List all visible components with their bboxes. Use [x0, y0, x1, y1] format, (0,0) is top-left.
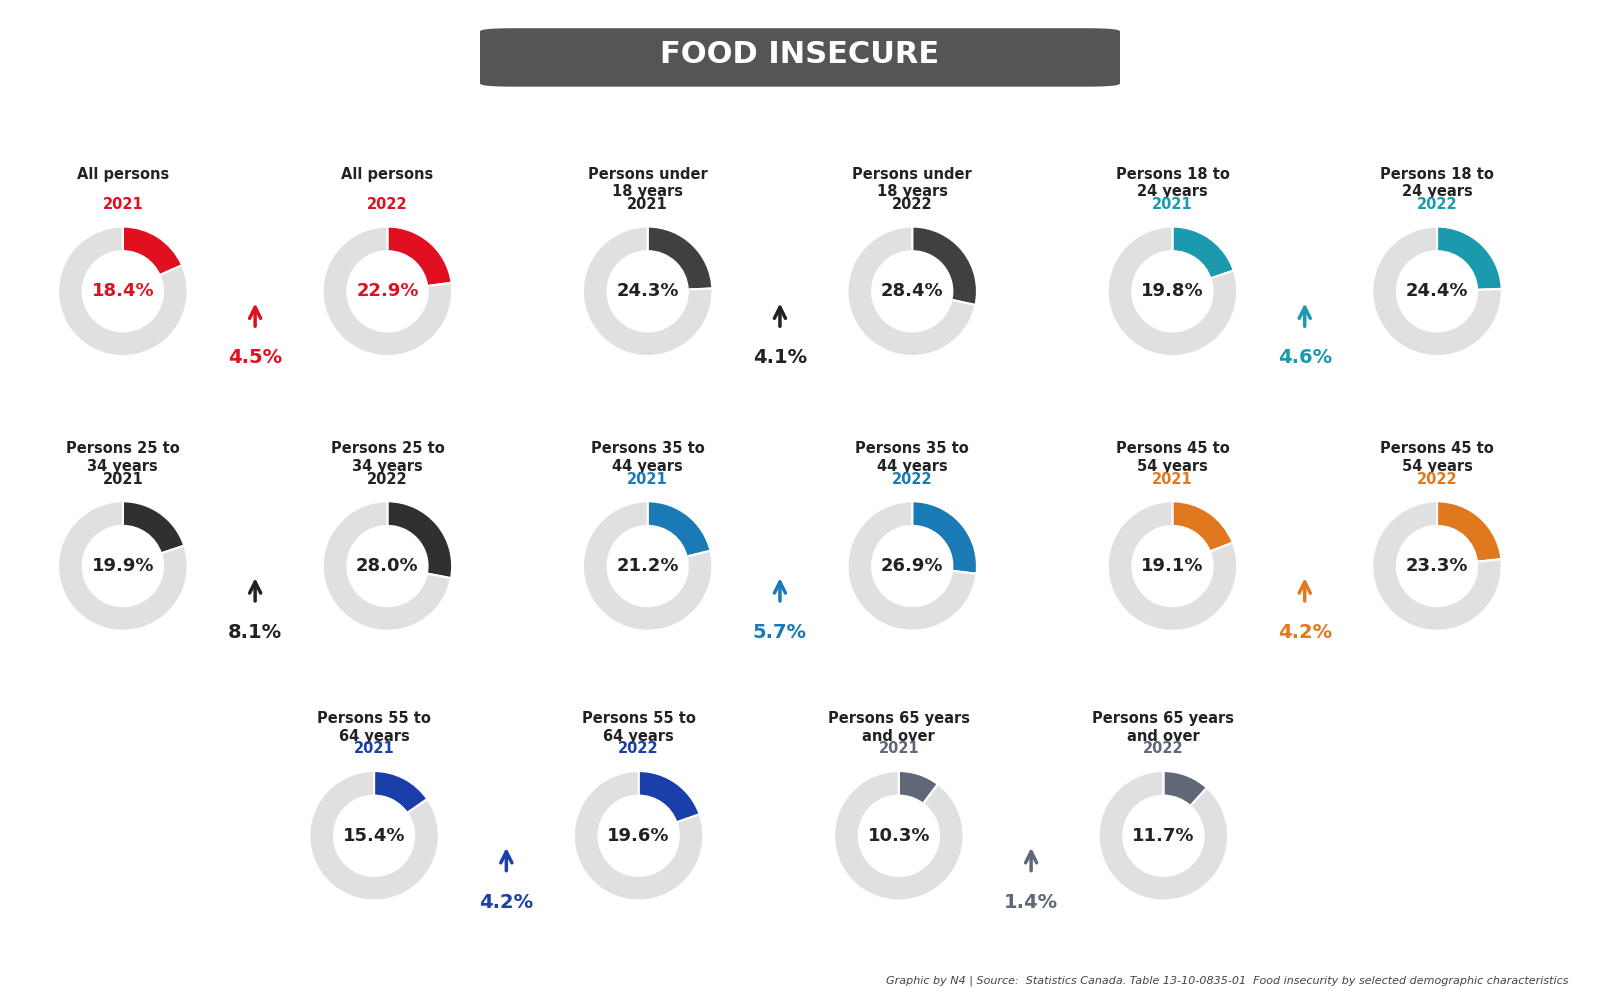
Text: 24.4%: 24.4%: [1406, 283, 1469, 301]
Text: 2021: 2021: [102, 197, 144, 212]
Text: Persons 45 to
54 years: Persons 45 to 54 years: [1115, 442, 1229, 474]
Text: Persons 55 to
64 years: Persons 55 to 64 years: [582, 711, 696, 743]
FancyBboxPatch shape: [480, 28, 1120, 87]
Text: 2022: 2022: [366, 197, 408, 212]
Text: 2022: 2022: [1416, 197, 1458, 212]
Text: All persons: All persons: [341, 167, 434, 182]
Wedge shape: [387, 501, 453, 578]
Text: 19.6%: 19.6%: [608, 827, 670, 845]
Wedge shape: [323, 501, 451, 630]
Text: 8.1%: 8.1%: [229, 623, 282, 642]
Wedge shape: [899, 771, 938, 804]
Text: 24.3%: 24.3%: [616, 283, 678, 301]
Wedge shape: [648, 501, 710, 556]
Text: 10.3%: 10.3%: [867, 827, 930, 845]
Text: 22.9%: 22.9%: [357, 283, 419, 301]
Wedge shape: [848, 501, 976, 630]
Text: Persons 55 to
64 years: Persons 55 to 64 years: [317, 711, 430, 743]
Text: 23.3%: 23.3%: [1406, 557, 1469, 575]
Wedge shape: [1437, 501, 1501, 561]
Text: Persons 25 to
34 years: Persons 25 to 34 years: [66, 442, 179, 474]
Text: 2021: 2021: [878, 741, 920, 756]
Wedge shape: [323, 227, 453, 356]
Text: 2021: 2021: [627, 197, 669, 212]
Text: 19.9%: 19.9%: [91, 557, 154, 575]
Wedge shape: [1373, 501, 1502, 630]
Wedge shape: [1107, 227, 1237, 356]
Wedge shape: [58, 501, 187, 630]
Text: Persons 65 years
and over: Persons 65 years and over: [1093, 711, 1235, 743]
Text: 2022: 2022: [618, 741, 659, 756]
Text: FOOD INSECURE: FOOD INSECURE: [661, 40, 939, 69]
Text: 18.4%: 18.4%: [91, 283, 154, 301]
Wedge shape: [123, 501, 184, 553]
Text: 5.7%: 5.7%: [754, 623, 806, 642]
Wedge shape: [387, 227, 451, 286]
Text: 4.1%: 4.1%: [754, 349, 806, 368]
Wedge shape: [1437, 227, 1502, 290]
Wedge shape: [58, 227, 187, 356]
Text: 2022: 2022: [1416, 472, 1458, 487]
Wedge shape: [374, 771, 427, 813]
Text: 21.2%: 21.2%: [616, 557, 678, 575]
Text: 2022: 2022: [891, 197, 933, 212]
Text: Persons 65 years
and over: Persons 65 years and over: [827, 711, 970, 743]
Text: 4.5%: 4.5%: [229, 349, 282, 368]
Text: 1.4%: 1.4%: [1005, 893, 1058, 912]
Text: Persons 18 to
24 years: Persons 18 to 24 years: [1115, 167, 1229, 199]
Wedge shape: [309, 771, 438, 900]
Text: Persons 45 to
54 years: Persons 45 to 54 years: [1381, 442, 1494, 474]
Wedge shape: [1107, 501, 1237, 630]
Text: 19.8%: 19.8%: [1141, 283, 1203, 301]
Wedge shape: [582, 501, 712, 630]
Wedge shape: [834, 771, 963, 900]
Wedge shape: [848, 227, 976, 356]
Wedge shape: [1373, 227, 1502, 356]
Wedge shape: [1173, 501, 1232, 551]
Text: 2021: 2021: [354, 741, 395, 756]
Text: 2022: 2022: [891, 472, 933, 487]
Wedge shape: [912, 227, 978, 305]
Text: Persons 18 to
24 years: Persons 18 to 24 years: [1381, 167, 1494, 199]
Wedge shape: [1163, 771, 1206, 806]
Text: 2022: 2022: [366, 472, 408, 487]
Text: Persons 25 to
34 years: Persons 25 to 34 years: [331, 442, 445, 474]
Text: 4.2%: 4.2%: [480, 893, 533, 912]
Text: All persons: All persons: [77, 167, 170, 182]
Text: 28.4%: 28.4%: [882, 283, 944, 301]
Wedge shape: [1099, 771, 1229, 900]
Text: 11.7%: 11.7%: [1133, 827, 1195, 845]
Text: 2021: 2021: [1152, 472, 1194, 487]
Text: Persons 35 to
44 years: Persons 35 to 44 years: [590, 442, 704, 474]
Text: 4.6%: 4.6%: [1278, 349, 1331, 368]
Text: 2021: 2021: [102, 472, 144, 487]
Text: 4.2%: 4.2%: [1278, 623, 1331, 642]
Text: 2021: 2021: [627, 472, 669, 487]
Text: 26.9%: 26.9%: [882, 557, 944, 575]
Text: Persons under
18 years: Persons under 18 years: [853, 167, 973, 199]
Text: 19.1%: 19.1%: [1141, 557, 1203, 575]
Text: 2022: 2022: [1142, 741, 1184, 756]
Wedge shape: [574, 771, 704, 900]
Wedge shape: [638, 771, 699, 822]
Wedge shape: [582, 227, 712, 356]
Text: Persons 35 to
44 years: Persons 35 to 44 years: [856, 442, 970, 474]
Wedge shape: [912, 501, 978, 573]
Wedge shape: [123, 227, 182, 275]
Wedge shape: [648, 227, 712, 290]
Text: 2021: 2021: [1152, 197, 1194, 212]
Text: Graphic by N4 | Source:  Statistics Canada. Table 13-10-0835-01  Food insecurity: Graphic by N4 | Source: Statistics Canad…: [885, 976, 1568, 986]
Text: Persons under
18 years: Persons under 18 years: [587, 167, 707, 199]
Text: 15.4%: 15.4%: [342, 827, 405, 845]
Text: 28.0%: 28.0%: [357, 557, 419, 575]
Wedge shape: [1173, 227, 1234, 279]
